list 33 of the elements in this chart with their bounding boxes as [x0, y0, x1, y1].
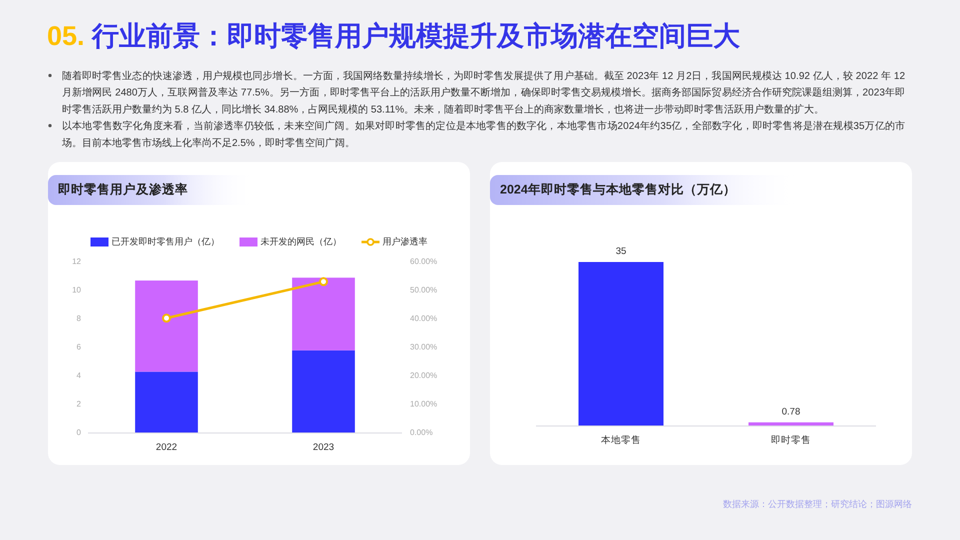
x-tick-label: 2022: [156, 442, 178, 453]
y2-tick-label: 20.00%: [410, 371, 438, 380]
x-tick-label: 本地零售: [601, 434, 641, 446]
y-tick-label: 10: [72, 286, 82, 295]
y-tick-label: 8: [76, 314, 82, 324]
y-tick-label: 12: [72, 257, 82, 266]
chart-title: 即时零售用户及渗透率: [58, 181, 188, 196]
data-label: 0.78: [782, 406, 800, 418]
legend-label: 用户渗透率: [382, 236, 428, 246]
bar: [292, 278, 355, 350]
text: 随着即时零售业态的快速渗透，用户规模也同步增长。一方面，我国网络数量持续增长，为即时零售发展提供了用户基础。截至 2023年 12 月2日，我国网民规模达 10.92 亿人，较 2022 年 12 月新增网民 2480万人，互联网普及率达 77.5%。另一方面，即时零售平台上的活跃用户数量不断增加，确保即时零售交易规模增长。据商务部国际贸易经济合作研究院课题组测算，2023年即时零售活跃用户数量约为 5.8 亿人，同比增长 34.88%，占网民规模的 53.11%。未来，随着即时零售平台上的商家数量增长，也将进一步带动即时零售活跃用户数量的扩大。: [62, 70, 906, 116]
text: 05. 行业前景：即时零售用户规模提升及市场潜在空间巨大: [47, 21, 742, 51]
chart-title: 2024年即时零售与本地零售对比（万亿）: [500, 182, 736, 196]
legend-label: 未开发的网民（亿）: [260, 236, 342, 246]
bar: [135, 372, 198, 433]
y2-tick-label: 30.00%: [410, 342, 438, 352]
y2-tick-label: 40.00%: [410, 314, 438, 324]
text: 以本地零售数字化角度来看，当前渗透率仍较低，未来空间广阔。如果对即时零售的定位是本地零售的数字化，本地零售市场2024年约35亿，全部数字化，即时零售将是潜在规模35万亿的市场。目前本地零售市场线上化率尚不足2.5%，即时零售空间广阔。: [61, 120, 905, 149]
data-label: 35: [616, 246, 626, 257]
y-tick-label: 0: [76, 428, 82, 438]
source-note: 数据来源：公开数据整理；研究结论；图源网络: [723, 499, 912, 509]
y-tick-label: 6: [76, 342, 82, 352]
y2-tick-label: 0.00%: [410, 428, 433, 438]
x-tick-label: 即时零售: [771, 434, 811, 446]
y-tick-label: 2: [76, 400, 82, 409]
legend-label: 已开发即时零售用户（亿）: [112, 236, 220, 246]
y-tick-label: 4: [76, 371, 82, 380]
y2-tick-label: 60.00%: [410, 257, 438, 266]
bar: [292, 350, 355, 433]
y2-tick-label: 10.00%: [410, 400, 438, 409]
bar: [135, 280, 198, 372]
x-tick-label: 2023: [312, 442, 334, 453]
y2-tick-label: 50.00%: [410, 286, 438, 295]
